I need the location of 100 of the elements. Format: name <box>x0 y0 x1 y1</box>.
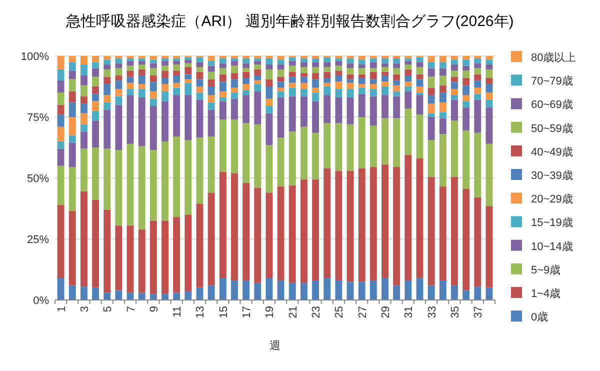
bar <box>324 95 331 124</box>
bar <box>439 76 446 86</box>
bar <box>346 68 354 74</box>
bar <box>162 58 168 61</box>
legend-label: 60~69歳 <box>531 98 573 112</box>
bar <box>104 95 111 102</box>
bar <box>462 101 470 108</box>
bar <box>196 92 204 100</box>
bar <box>416 79 424 86</box>
bar <box>335 280 342 300</box>
bar <box>266 69 273 80</box>
bar <box>104 64 111 70</box>
bar <box>104 84 111 96</box>
bar <box>358 78 366 84</box>
bar <box>451 64 458 71</box>
bar <box>346 88 354 98</box>
bar <box>68 102 76 117</box>
bar <box>288 185 296 283</box>
bar <box>254 58 262 61</box>
bar <box>150 294 157 300</box>
bar <box>162 60 168 66</box>
bar <box>288 76 296 83</box>
bar <box>486 144 493 206</box>
bar <box>266 58 273 65</box>
bar <box>231 92 238 99</box>
bar <box>115 88 122 96</box>
bar <box>474 63 482 68</box>
bar <box>324 78 331 83</box>
bar <box>254 60 262 65</box>
bar <box>80 76 88 86</box>
bar <box>115 290 122 300</box>
bar <box>486 100 493 108</box>
bar <box>126 144 134 226</box>
bar <box>462 188 470 290</box>
bar <box>231 280 238 300</box>
bar <box>277 280 284 300</box>
bar <box>162 70 168 78</box>
bar <box>173 95 180 137</box>
bar <box>208 102 215 110</box>
bar <box>393 118 400 168</box>
bar <box>162 101 168 142</box>
bar <box>312 73 319 80</box>
bar <box>184 291 192 300</box>
bar <box>231 66 238 74</box>
bar <box>393 58 400 64</box>
bar <box>92 148 99 200</box>
bar <box>126 70 134 77</box>
bar <box>104 210 111 293</box>
bar <box>439 92 446 102</box>
bar <box>335 97 342 124</box>
bar <box>312 66 319 74</box>
bar <box>382 58 388 64</box>
bar <box>439 118 446 134</box>
bar <box>57 278 64 300</box>
bar <box>196 79 204 86</box>
bar <box>162 66 168 71</box>
x-tick-label: 5 <box>102 306 114 312</box>
bar <box>370 167 377 280</box>
bar <box>288 57 296 61</box>
bar <box>382 82 388 86</box>
bar <box>382 72 388 76</box>
bar <box>335 88 342 98</box>
bar <box>312 280 319 300</box>
bar <box>370 68 377 72</box>
bar <box>312 92 319 102</box>
bar <box>404 64 412 70</box>
bar <box>219 58 226 64</box>
bar <box>219 278 226 300</box>
bar <box>173 76 180 83</box>
bar <box>57 114 64 127</box>
bar <box>370 72 377 80</box>
bar <box>173 58 180 61</box>
bar <box>173 217 180 293</box>
bar <box>300 62 308 67</box>
bar <box>288 132 296 186</box>
bar <box>68 285 76 300</box>
bar <box>416 278 424 300</box>
bar <box>231 88 238 93</box>
bar <box>335 170 342 280</box>
bar <box>324 72 331 78</box>
bar <box>138 97 146 146</box>
bar <box>370 79 377 84</box>
bar <box>393 167 400 286</box>
bar <box>126 95 134 144</box>
bar <box>312 88 319 93</box>
bar <box>486 56 493 60</box>
bar <box>474 80 482 88</box>
bar <box>196 66 204 72</box>
x-tick-label: 11 <box>172 306 184 318</box>
bar <box>382 164 388 278</box>
bar <box>104 69 111 77</box>
bar <box>358 84 366 88</box>
bar <box>335 60 342 66</box>
bar <box>92 288 99 300</box>
bar <box>474 74 482 80</box>
bar <box>288 282 296 300</box>
bar <box>370 58 377 62</box>
bar <box>346 79 354 83</box>
bar <box>57 204 64 278</box>
bar <box>428 104 435 114</box>
